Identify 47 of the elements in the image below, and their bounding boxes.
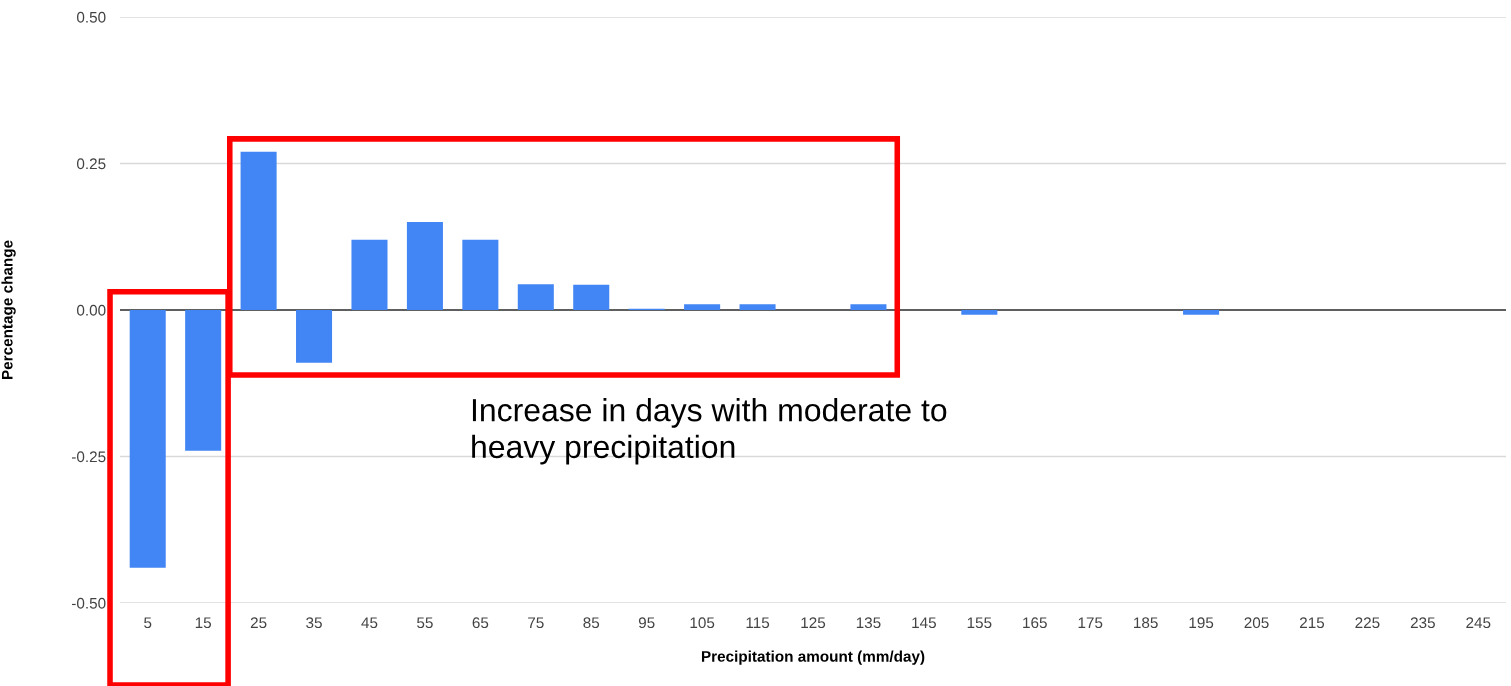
x-tick-label: 135 — [856, 617, 881, 629]
x-tick-label: 55 — [417, 617, 433, 629]
x-tick-label: 235 — [1410, 617, 1435, 629]
x-tick-label: 95 — [638, 617, 655, 629]
bar — [462, 239, 499, 310]
annotation: Increase in days with moderate to heavy precipitation — [472, 398, 947, 465]
bar — [240, 151, 277, 310]
x-tick-label: 165 — [1023, 617, 1047, 629]
x-tick-label: 5 — [144, 617, 152, 629]
y-tick-label: 0.00 — [76, 304, 106, 316]
x-tick-label: 45 — [361, 617, 378, 629]
x-tick-label: 85 — [583, 617, 600, 629]
x-tick-label: 75 — [528, 617, 544, 629]
bar — [850, 304, 887, 310]
x-tick-label: 35 — [306, 617, 322, 629]
y-axis-title: Percentage change — [1, 240, 16, 380]
x-tick-label: 105 — [690, 617, 715, 629]
y-tick-label: -0.25 — [71, 451, 106, 463]
x-tick-label: 65 — [472, 617, 489, 629]
bar — [296, 310, 333, 363]
x-tick-label: 195 — [1189, 617, 1214, 629]
bar — [406, 222, 443, 310]
bar — [185, 310, 222, 451]
x-tick-label: 155 — [967, 617, 992, 629]
x-tick-label: 225 — [1355, 617, 1380, 629]
x-tick-label: 185 — [1134, 617, 1158, 629]
bar — [351, 239, 388, 310]
y-tick-label: 0.50 — [76, 11, 106, 23]
y-tick-label: -0.50 — [71, 597, 106, 609]
x-tick-label: 145 — [912, 617, 936, 629]
x-tick-label: 175 — [1078, 617, 1103, 629]
bar — [684, 304, 721, 310]
bar — [961, 310, 998, 315]
x-tick-label: 25 — [250, 617, 267, 629]
bar — [739, 304, 776, 310]
x-axis-title: Precipitation amount (mm/day) — [701, 650, 925, 665]
bar — [1183, 310, 1220, 315]
x-tick-label: 245 — [1466, 617, 1491, 629]
x-tick-label: 215 — [1299, 617, 1325, 629]
x-tick-label: 205 — [1244, 617, 1269, 629]
bar — [517, 284, 554, 310]
x-tick-label: 125 — [801, 617, 826, 629]
x-tick-label: 115 — [746, 617, 770, 629]
bar — [129, 310, 166, 568]
x-tick-label: 15 — [195, 617, 212, 629]
y-tick-label: 0.25 — [76, 158, 106, 170]
bar — [573, 284, 610, 310]
